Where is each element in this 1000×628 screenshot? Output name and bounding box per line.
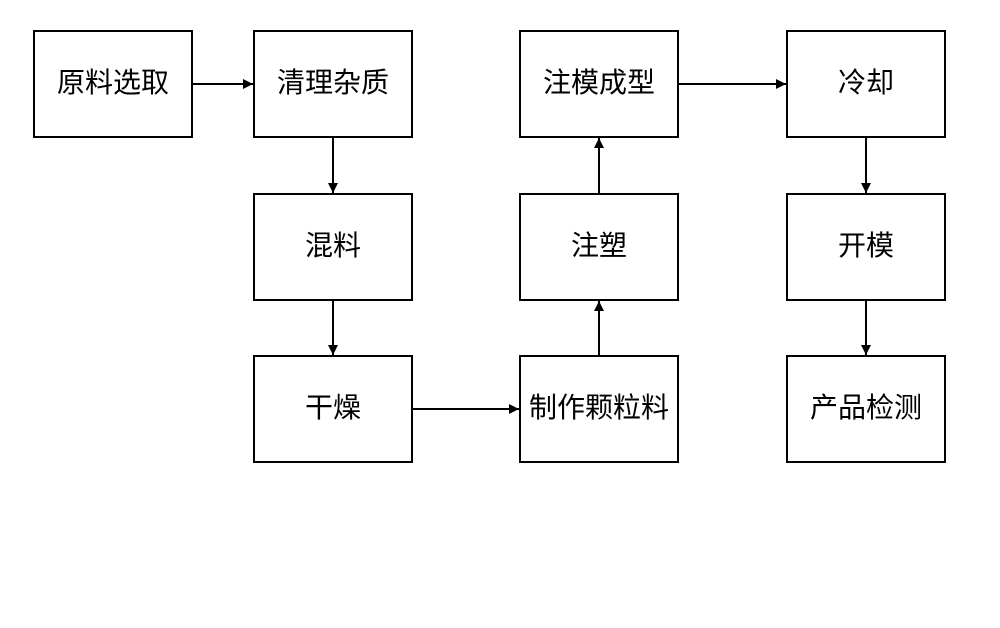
flow-node-n5: 混料 [253, 193, 413, 301]
flow-node-label: 原料选取 [57, 67, 169, 101]
flow-node-n7: 开模 [786, 193, 946, 301]
flow-node-label: 混料 [305, 230, 361, 264]
flowchart-canvas: 原料选取 清理杂质 注模成型 冷却混料 注塑 开模干燥 制作颗粒料 产品检测 [0, 0, 1000, 628]
flow-node-n2: 清理杂质 [253, 30, 413, 138]
flow-node-n9: 制作颗粒料 [519, 355, 679, 463]
flow-node-label: 清理杂质 [277, 67, 389, 101]
flow-node-label: 冷却 [838, 67, 894, 101]
flow-node-label: 干燥 [305, 392, 361, 426]
flow-node-n6: 注塑 [519, 193, 679, 301]
flow-node-label: 注塑 [571, 230, 627, 264]
flow-node-n4: 冷却 [786, 30, 946, 138]
flow-node-label: 开模 [838, 230, 894, 264]
flow-node-n8: 干燥 [253, 355, 413, 463]
flow-node-n1: 原料选取 [33, 30, 193, 138]
flow-node-label: 制作颗粒料 [529, 392, 669, 426]
flow-node-label: 产品检测 [810, 392, 922, 426]
flow-node-label: 注模成型 [543, 67, 655, 101]
flow-node-n10: 产品检测 [786, 355, 946, 463]
flow-node-n3: 注模成型 [519, 30, 679, 138]
